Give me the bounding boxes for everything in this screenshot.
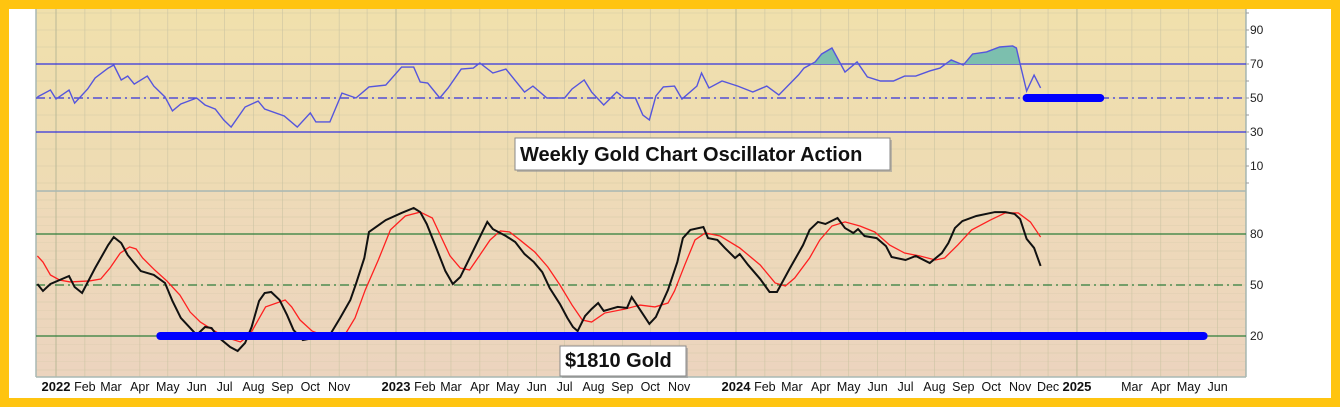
x-axis-month-label: Apr — [130, 380, 149, 394]
x-axis-month-label: Jul — [898, 380, 914, 394]
x-axis-month-label: Oct — [641, 380, 661, 394]
x-axis-month-label: Sep — [271, 380, 293, 394]
x-axis-month-label: Jul — [557, 380, 573, 394]
upper-y-tick: 30 — [1250, 125, 1264, 139]
oscillator-title-annotation-box — [514, 137, 891, 171]
x-axis-month-label: Apr — [811, 380, 830, 394]
x-axis-month-label: Jul — [217, 380, 233, 394]
gold-price-annotation-box — [559, 345, 687, 377]
x-axis-month-label: Apr — [1151, 380, 1170, 394]
rsi-line — [37, 45, 1042, 129]
x-axis-month-label: Oct — [982, 380, 1002, 394]
x-axis-year-label: 2024 — [722, 379, 752, 394]
x-axis-month-label: Apr — [470, 380, 489, 394]
oscillator-title-annotation: Weekly Gold Chart Oscillator Action — [520, 144, 862, 166]
upper-y-tick: 70 — [1250, 57, 1264, 71]
lower-y-tick: 50 — [1250, 278, 1264, 292]
x-axis-month-label: Aug — [582, 380, 604, 394]
lower-y-tick: 20 — [1250, 329, 1264, 343]
x-axis-month-label: Aug — [242, 380, 264, 394]
lower-y-tick: 80 — [1250, 227, 1264, 241]
x-axis-month-label: Jun — [187, 380, 207, 394]
x-axis-month-label: Jun — [1208, 380, 1228, 394]
x-axis-month-label: Sep — [611, 380, 633, 394]
x-axis-month-label: Jun — [868, 380, 888, 394]
x-axis-month-label: Jun — [527, 380, 547, 394]
x-axis-year-label: 2025 — [1062, 379, 1091, 394]
x-axis-month-label: May — [1177, 380, 1201, 394]
x-axis-month-label: Feb — [74, 380, 96, 394]
x-axis-month-label: Aug — [923, 380, 945, 394]
x-axis-year-label: 2023 — [382, 379, 411, 394]
x-axis-month-label: Nov — [1009, 380, 1032, 394]
x-axis-month-label: Mar — [100, 380, 122, 394]
x-axis-month-label: Nov — [668, 380, 691, 394]
x-axis-month-label: Feb — [754, 380, 776, 394]
x-axis-month-label: Dec — [1037, 380, 1059, 394]
x-axis-month-label: Mar — [440, 380, 462, 394]
stochastic-d-line — [36, 211, 1042, 343]
x-axis-month-label: Mar — [781, 380, 803, 394]
x-axis-month-label: Sep — [952, 380, 974, 394]
x-axis-month-label: May — [156, 380, 180, 394]
x-axis-month-label: May — [496, 380, 520, 394]
gold-price-annotation: $1810 Gold — [565, 350, 672, 372]
x-axis-month-label: Oct — [301, 380, 321, 394]
x-axis-month-label: Mar — [1121, 380, 1143, 394]
upper-y-tick: 50 — [1250, 91, 1264, 105]
x-axis-month-label: May — [837, 380, 861, 394]
stochastic-k-line — [36, 206, 1042, 353]
upper-y-tick: 90 — [1250, 23, 1264, 37]
upper-y-tick: 10 — [1250, 159, 1264, 173]
x-axis-month-label: Feb — [414, 380, 436, 394]
x-axis-month-label: Nov — [328, 380, 351, 394]
x-axis-year-label: 2022 — [42, 379, 71, 394]
